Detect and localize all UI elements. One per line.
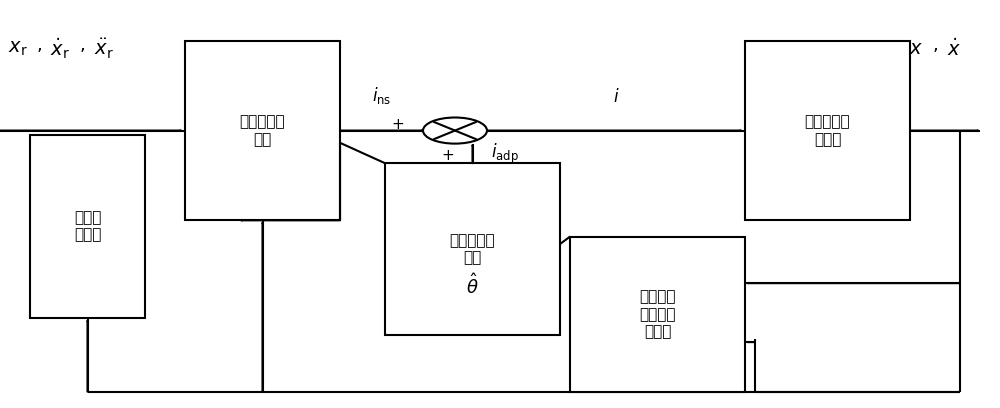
Text: $x$: $x$	[909, 40, 923, 58]
Bar	[30, 135, 145, 318]
Text: $i_{\rm ns}$: $i_{\rm ns}$	[372, 85, 391, 106]
Text: ,: ,	[36, 36, 42, 54]
Text: $\hat{\theta}$: $\hat{\theta}$	[466, 273, 479, 298]
Text: 归一化投
影算子自
适应律: 归一化投 影算子自 适应律	[639, 289, 676, 339]
Text: +: +	[442, 149, 454, 163]
Text: 给定位
置轨迹: 给定位 置轨迹	[74, 210, 101, 243]
Text: $\ddot{x}_{\rm r}$: $\ddot{x}_{\rm r}$	[94, 37, 114, 61]
Text: 非光滑控制
部分: 非光滑控制 部分	[240, 114, 285, 147]
Bar	[185, 41, 340, 220]
Bar	[385, 163, 560, 335]
Text: $i$: $i$	[613, 88, 619, 106]
Text: ,: ,	[932, 36, 938, 54]
Text: ,: ,	[79, 36, 85, 54]
Text: $i_{\rm adp}$: $i_{\rm adp}$	[491, 141, 518, 166]
Text: $x_{\rm r}$: $x_{\rm r}$	[8, 40, 28, 58]
Text: +: +	[392, 117, 404, 132]
Text: $\dot{x}_{\rm r}$: $\dot{x}_{\rm r}$	[50, 37, 70, 61]
Text: 永磁同步伺
服系统: 永磁同步伺 服系统	[805, 114, 850, 147]
Text: 自适应控制
部分: 自适应控制 部分	[450, 233, 495, 265]
Text: $\dot{x}$: $\dot{x}$	[947, 38, 961, 60]
Bar	[570, 237, 745, 392]
Bar	[745, 41, 910, 220]
